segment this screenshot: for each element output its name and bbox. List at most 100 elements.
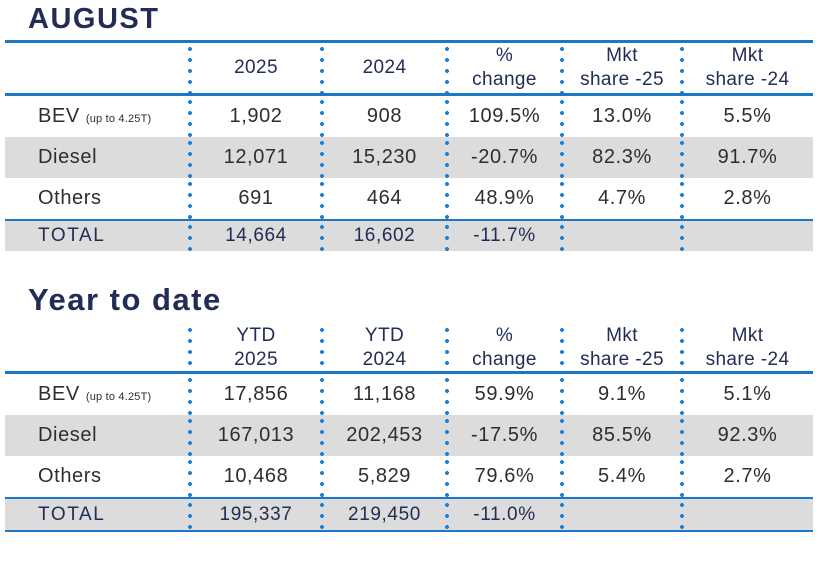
table-row-total: TOTAL 195,337 219,450 -11.0% (5, 497, 813, 532)
header-empty-cell (5, 324, 190, 372)
header-line: % (495, 45, 514, 67)
cell-2024: 15,230 (320, 137, 447, 178)
row-label-cell: Diesel (5, 415, 190, 456)
header-line: Mkt (731, 45, 764, 67)
cell-mkt-share-24: 91.7% (680, 137, 813, 178)
cell-mkt-share-24: 92.3% (680, 415, 813, 456)
cell-mkt-share-24: 5.1% (680, 374, 813, 415)
total-label: TOTAL (38, 503, 106, 525)
cell-pct-change: -20.7% (445, 137, 562, 178)
header-line: Mkt (606, 45, 638, 67)
row-label-cell: Diesel (5, 137, 190, 178)
header-mkt-share-24: Mkt share -24 (680, 43, 813, 93)
year-to-date-table: YTD 2025 YTD 2024 % change Mkt share -25… (5, 324, 813, 532)
header-line: Mkt (606, 325, 638, 346)
header-line: share -24 (705, 69, 790, 90)
cell-ytd-2024: 5,829 (320, 456, 447, 497)
cell-mkt-share-25: 85.5% (560, 415, 682, 456)
header-pct-change: % change (445, 43, 562, 93)
august-title: AUGUST (28, 3, 160, 35)
cell-2025: 691 (188, 178, 322, 219)
cell-mkt-share-24: 5.5% (680, 96, 813, 137)
year-to-date-section: Year to date YTD 2025 YTD 2024 % change … (5, 284, 813, 532)
cell-mkt-share-25: 9.1% (560, 374, 682, 415)
header-2024: 2024 (320, 43, 447, 93)
header-line: share -24 (705, 348, 790, 370)
cell-mkt-share-25: 13.0% (560, 96, 682, 137)
table-row-bev: BEV (up to 4.25T) 1,902 908 109.5% 13.0%… (5, 96, 813, 137)
cell-pct-change: -17.5% (445, 415, 562, 456)
table-row-diesel: Diesel 12,071 15,230 -20.7% 82.3% 91.7% (5, 137, 813, 178)
header-mkt-share-25: Mkt share -25 (560, 43, 682, 93)
cell-2025: 1,902 (188, 96, 322, 137)
row-label: Others (38, 187, 102, 209)
cell-ytd-2025: 167,013 (188, 415, 322, 456)
cell-pct-change: -11.7% (445, 221, 562, 251)
august-table: 2025 2024 % change Mkt share -25 Mkt sha… (5, 40, 813, 251)
row-label: Others (38, 465, 102, 487)
cell-mkt-share-25 (560, 499, 682, 530)
header-ytd-2024: YTD 2024 (320, 324, 447, 372)
cell-2025: 14,664 (188, 221, 322, 251)
header-line: 2025 (234, 57, 278, 79)
cell-ytd-2025: 195,337 (188, 499, 322, 530)
row-label: Diesel (38, 146, 98, 168)
ytd-header-row: YTD 2025 YTD 2024 % change Mkt share -25… (5, 324, 813, 374)
header-empty-cell (5, 43, 190, 93)
cell-2025: 12,071 (188, 137, 322, 178)
cell-mkt-share-25 (560, 221, 682, 251)
cell-pct-change: 109.5% (445, 96, 562, 137)
row-label-note: (up to 4.25T) (85, 112, 152, 125)
cell-2024: 16,602 (320, 221, 447, 251)
header-line: 2025 (234, 348, 278, 370)
total-label: TOTAL (38, 225, 106, 246)
year-to-date-title: Year to date (28, 282, 222, 317)
table-row-total: TOTAL 14,664 16,602 -11.7% (5, 219, 813, 251)
row-label-note: (up to 4.25T) (85, 390, 152, 403)
august-section: AUGUST 2025 2024 % change Mkt share -25 … (5, 5, 813, 251)
header-mkt-share-24: Mkt share -24 (680, 324, 813, 372)
cell-pct-change: -11.0% (445, 499, 562, 530)
cell-mkt-share-24 (680, 499, 813, 530)
row-label: BEV (38, 383, 80, 405)
cell-mkt-share-24: 2.8% (680, 178, 813, 219)
row-label-cell: TOTAL (5, 221, 190, 251)
cell-pct-change: 59.9% (445, 374, 562, 415)
header-line: share -25 (580, 348, 664, 370)
header-line: YTD (236, 325, 276, 346)
header-mkt-share-25: Mkt share -25 (560, 324, 682, 372)
cell-pct-change: 48.9% (445, 178, 562, 219)
table-row-others: Others 691 464 48.9% 4.7% 2.8% (5, 178, 813, 219)
header-ytd-2025: YTD 2025 (188, 324, 322, 372)
cell-mkt-share-24 (680, 221, 813, 251)
row-label-cell: BEV (up to 4.25T) (5, 96, 190, 137)
cell-2024: 908 (320, 96, 447, 137)
header-line: 2024 (362, 348, 407, 370)
header-line: % (495, 325, 514, 346)
cell-mkt-share-25: 5.4% (560, 456, 682, 497)
header-line: change (472, 69, 537, 90)
header-line: Mkt (731, 325, 764, 346)
cell-pct-change: 79.6% (445, 456, 562, 497)
cell-mkt-share-24: 2.7% (680, 456, 813, 497)
row-label-cell: Others (5, 178, 190, 219)
table-row-bev: BEV (up to 4.25T) 17,856 11,168 59.9% 9.… (5, 374, 813, 415)
row-label-cell: BEV (up to 4.25T) (5, 374, 190, 415)
cell-mkt-share-25: 82.3% (560, 137, 682, 178)
table-row-others: Others 10,468 5,829 79.6% 5.4% 2.7% (5, 456, 813, 497)
row-label: Diesel (38, 424, 98, 446)
table-row-diesel: Diesel 167,013 202,453 -17.5% 85.5% 92.3… (5, 415, 813, 456)
header-line: change (472, 348, 537, 370)
row-label-cell: Others (5, 456, 190, 497)
row-label-cell: TOTAL (5, 499, 190, 530)
header-2025: 2025 (188, 43, 322, 93)
august-header-row: 2025 2024 % change Mkt share -25 Mkt sha… (5, 43, 813, 96)
header-pct-change: % change (445, 324, 562, 372)
cell-ytd-2024: 202,453 (320, 415, 447, 456)
cell-ytd-2024: 219,450 (320, 499, 447, 530)
header-line: share -25 (580, 69, 664, 90)
header-line: 2024 (362, 57, 407, 79)
cell-mkt-share-25: 4.7% (560, 178, 682, 219)
cell-ytd-2024: 11,168 (320, 374, 447, 415)
cell-ytd-2025: 10,468 (188, 456, 322, 497)
